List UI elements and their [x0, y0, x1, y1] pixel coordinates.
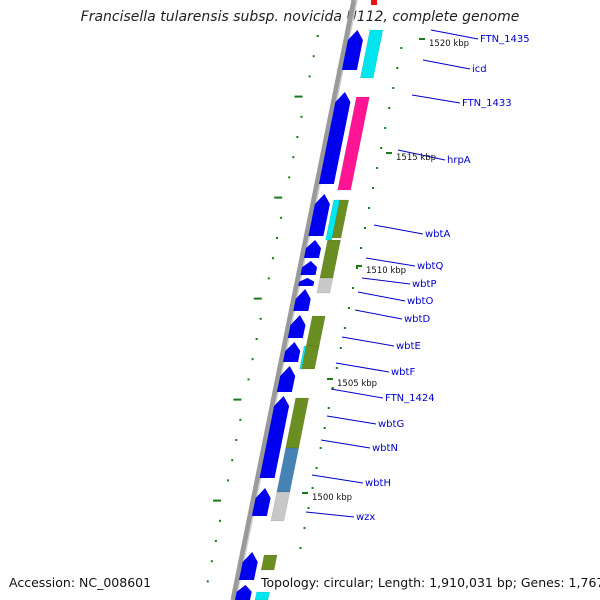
gene-label: wbtH — [365, 478, 391, 489]
gene-label: icd — [472, 64, 487, 75]
kbp-markers: 1520 kbp 1515 kbp 1510 kbp 1505 kbp 1500 kbp — [302, 38, 469, 503]
cds-arrow — [239, 552, 258, 580]
label-leader — [365, 257, 416, 267]
cds-arrow — [318, 92, 351, 184]
label-leader — [330, 388, 384, 399]
gene-label: FTN_1424 — [385, 393, 435, 404]
cog-bar — [276, 447, 300, 493]
cds-arrow — [304, 240, 321, 258]
gene-label: wbtF — [391, 367, 415, 378]
label-leader — [341, 336, 395, 347]
cds-arrow — [298, 278, 315, 286]
cog-bar — [270, 491, 291, 522]
gene-label: wbtQ — [417, 261, 443, 272]
kbp-label: 1515 kbp — [396, 153, 436, 163]
kbp-label: 1500 kbp — [312, 493, 352, 503]
gene-label: FTN_1433 — [462, 98, 512, 109]
label-leader — [373, 224, 424, 235]
kbp-label: 1510 kbp — [366, 266, 406, 276]
cog-bar — [359, 29, 384, 79]
cog-bar — [305, 315, 326, 347]
cog-bar — [337, 96, 370, 191]
gene-label: wbtG — [378, 419, 404, 430]
cds-arrow — [300, 261, 318, 275]
cds-arrow — [235, 585, 252, 600]
tick-marks — [206, 35, 403, 583]
cog-bar — [254, 591, 270, 600]
kbp-label: 1505 kbp — [337, 379, 377, 389]
label-leader — [397, 149, 446, 161]
cds-arrow — [341, 30, 363, 70]
genome-backbone — [230, 0, 357, 600]
label-leader — [311, 474, 364, 484]
label-leader — [354, 309, 403, 320]
cog-bar — [319, 239, 341, 279]
label-leader — [335, 362, 390, 373]
label-leader — [320, 439, 371, 449]
label-leader — [357, 291, 406, 302]
cog-bar — [285, 397, 310, 449]
red-marker — [371, 0, 377, 5]
label-leader — [411, 94, 461, 104]
cds-arrow — [287, 315, 306, 338]
cds-arrow — [276, 366, 296, 392]
cds-arrow — [251, 488, 271, 516]
gene-label: wbtD — [404, 314, 430, 325]
label-leaders — [305, 29, 479, 518]
map-title: Francisella tularensis subsp. novicida U… — [80, 9, 520, 25]
cog-bar — [301, 345, 320, 370]
label-leader — [422, 59, 471, 70]
accession-text: Accession: NC_008601 — [9, 575, 152, 590]
cds-arrow — [308, 194, 330, 236]
label-leader — [326, 415, 377, 425]
gene-label: hrpA — [447, 155, 471, 166]
cog-bar — [260, 554, 278, 571]
label-leader — [305, 511, 355, 518]
cds-arrow — [293, 289, 311, 311]
cog-bars — [254, 29, 384, 600]
kbp-label: 1520 kbp — [429, 39, 469, 49]
label-leader — [430, 29, 479, 40]
cds-arrow — [283, 342, 301, 362]
gene-label: wbtP — [412, 279, 436, 290]
topology-text: Topology: circular; Length: 1,910,031 bp… — [261, 575, 600, 590]
cds-features — [235, 30, 363, 600]
label-leader — [361, 277, 411, 285]
gene-label: wbtA — [425, 229, 450, 240]
cog-bar — [316, 277, 334, 294]
gene-label: wzx — [356, 512, 375, 523]
gene-label: wbtN — [372, 443, 398, 454]
cds-arrow — [259, 396, 290, 478]
gene-label: FTN_1435 — [480, 34, 530, 45]
gene-label: wbtO — [407, 296, 433, 307]
gene-label: wbtE — [396, 341, 421, 352]
